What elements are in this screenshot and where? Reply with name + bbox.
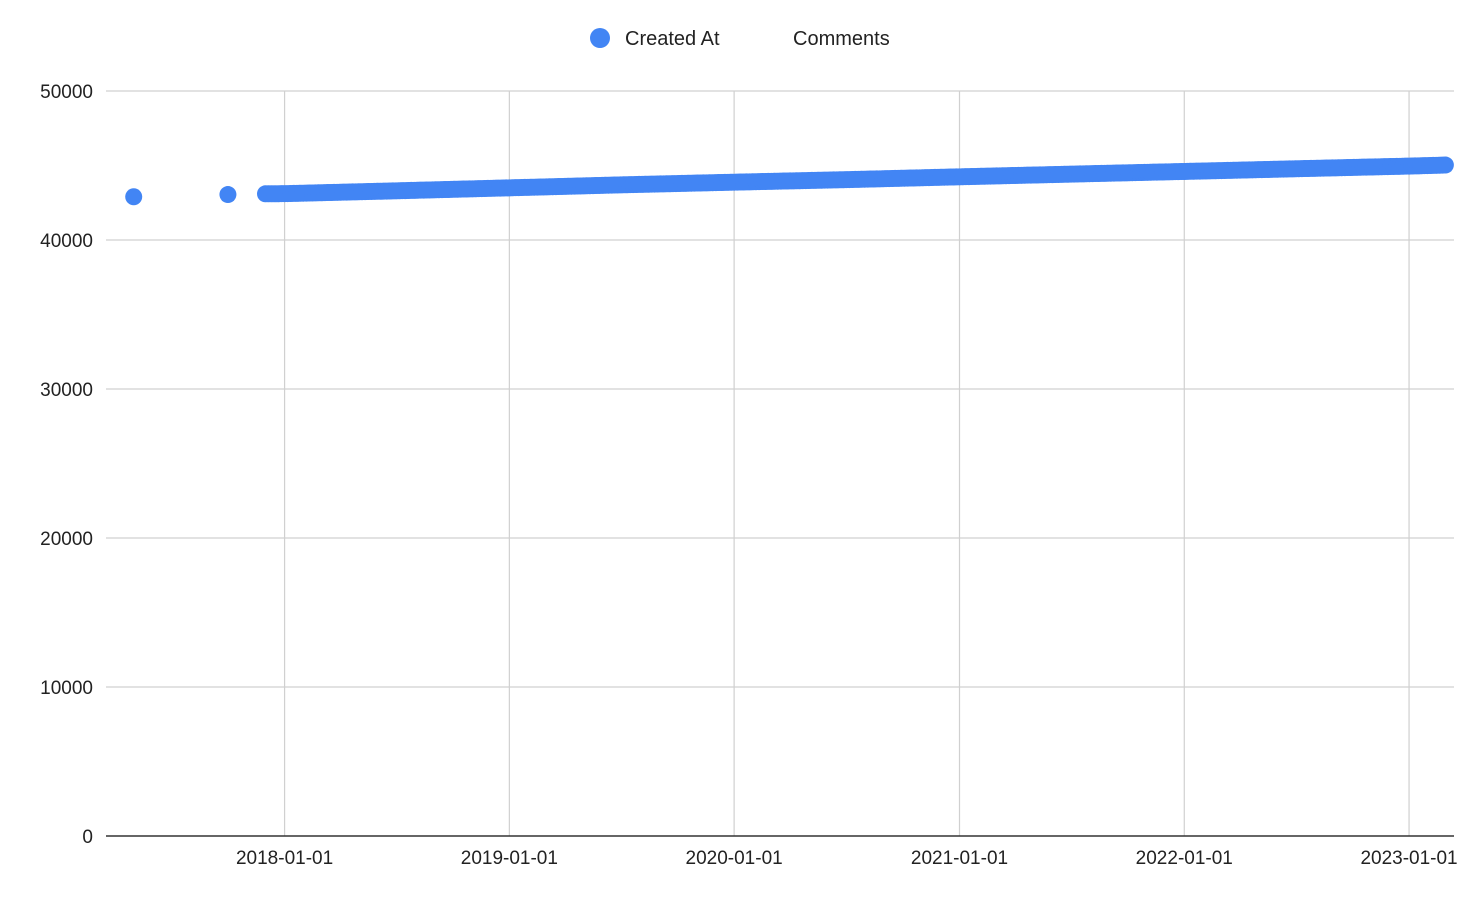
x-tick-label: 2021-01-01	[911, 848, 1008, 869]
horizontal-gridlines	[106, 90, 1454, 688]
y-tick-label: 30000	[40, 380, 93, 401]
x-axis-tick-labels: 2018-01-01 2019-01-01 2020-01-01 2021-01-01…	[236, 848, 1458, 869]
x-tick-label: 2022-01-01	[1136, 848, 1233, 869]
x-tick-label: 2019-01-01	[461, 848, 558, 869]
y-tick-label: 50000	[40, 82, 93, 103]
x-tick-label: 2023-01-01	[1360, 848, 1457, 869]
data-point	[219, 186, 237, 204]
vertical-gridlines	[283, 91, 1410, 836]
legend-label-created-at: Created At	[625, 28, 720, 50]
data-point	[125, 188, 143, 206]
y-tick-label: 10000	[40, 678, 93, 699]
x-tick-label: 2020-01-01	[686, 848, 783, 869]
legend-marker-created-at	[590, 28, 610, 48]
y-tick-label: 40000	[40, 231, 93, 252]
chart-legend: Created At Comments	[590, 28, 890, 50]
y-tick-label: 0	[82, 827, 93, 848]
x-tick-label: 2018-01-01	[236, 848, 333, 869]
data-points	[125, 156, 1454, 206]
y-tick-label: 20000	[40, 529, 93, 550]
data-point	[1436, 156, 1454, 174]
y-axis-tick-labels: 0 10000 20000 30000 40000 50000	[40, 82, 93, 848]
legend-label-comments: Comments	[793, 28, 890, 50]
